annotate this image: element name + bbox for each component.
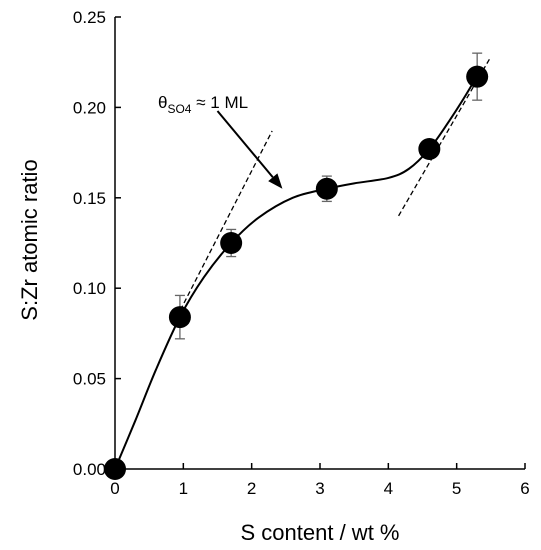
x-tick-label: 4 xyxy=(384,479,393,498)
y-tick-label: 0.00 xyxy=(73,460,106,479)
annotation-label: θSO4 ≈ 1 ML xyxy=(158,93,248,116)
tangent-line xyxy=(172,130,273,325)
y-tick-label: 0.05 xyxy=(73,370,106,389)
y-tick-label: 0.20 xyxy=(73,98,106,117)
x-tick-label: 2 xyxy=(247,479,256,498)
annotation-theta: θ xyxy=(158,93,167,112)
data-point xyxy=(315,177,338,200)
fit-curve xyxy=(114,67,482,470)
x-tick-label: 1 xyxy=(179,479,188,498)
x-tick-label: 0 xyxy=(110,479,119,498)
x-tick-label: 6 xyxy=(520,479,529,498)
data-markers xyxy=(104,65,489,480)
y-tick-label: 0.15 xyxy=(73,189,106,208)
annotation-arrow xyxy=(216,110,274,178)
axes: 0.00 0.05 0.10 0.15 0.20 0.25 0 1 2 3 4 5 6 xyxy=(73,8,530,498)
annotation-rest: ≈ 1 ML xyxy=(191,93,248,112)
x-tick-label: 5 xyxy=(452,479,461,498)
data-point xyxy=(168,306,191,329)
annotation-subscript: SO4 xyxy=(167,102,191,116)
y-tick-label: 0.10 xyxy=(73,279,106,298)
data-point xyxy=(220,232,243,254)
data-point xyxy=(466,65,489,88)
annotation: θSO4 ≈ 1 ML xyxy=(158,93,283,189)
x-tick-label: 3 xyxy=(315,479,324,498)
data-point xyxy=(418,137,441,160)
annotation-arrowhead xyxy=(268,173,283,189)
y-tick-label: 0.25 xyxy=(73,8,106,27)
y-axis-title: S:Zr atomic ratio xyxy=(17,159,42,320)
x-axis-title: S content / wt % xyxy=(241,520,400,545)
